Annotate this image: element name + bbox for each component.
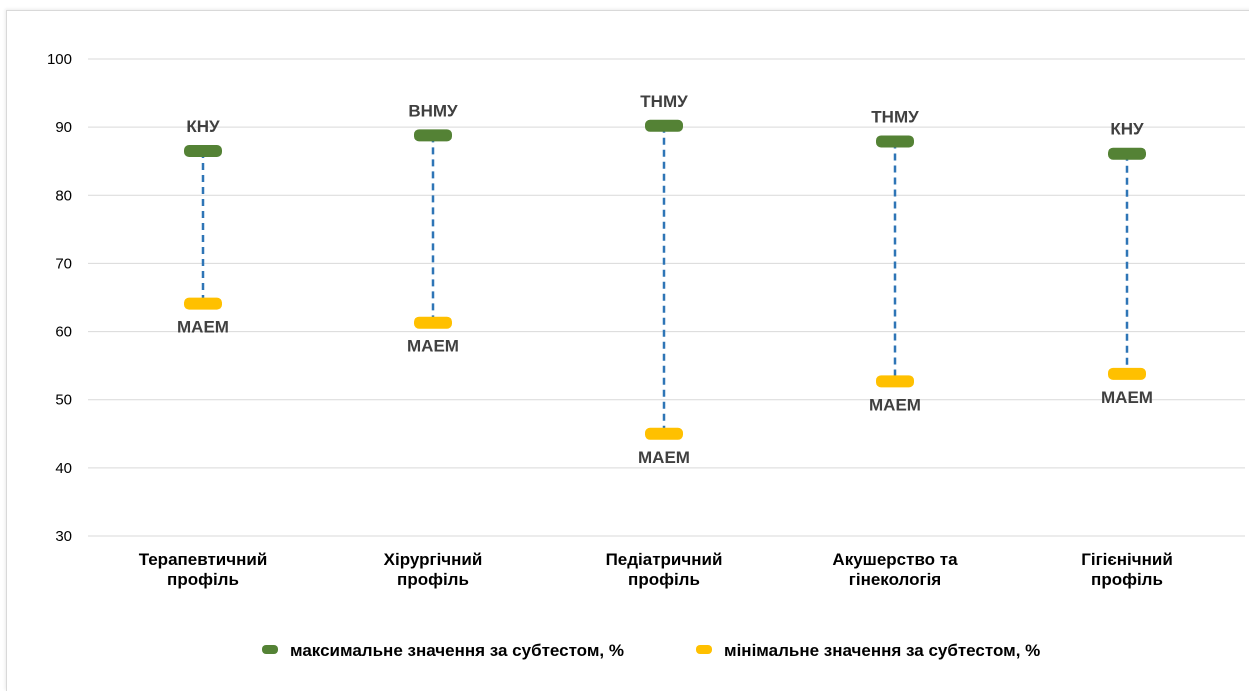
category-label-line: Хірургічний: [384, 550, 483, 569]
min-data-label-5: МАЕМ: [1101, 388, 1153, 407]
category-label-3: Педіатричний профіль: [606, 550, 723, 589]
y-tick-label-60: 60: [55, 324, 72, 341]
max-data-label-5: КНУ: [1110, 120, 1144, 139]
category-label-line: профіль: [1091, 570, 1163, 589]
legend: максимальне значення за субтестом, % міні…: [262, 641, 1040, 660]
max-marker-4: [876, 135, 914, 148]
category-label-line: Педіатричний: [606, 550, 723, 569]
y-tick-label-100: 100: [47, 51, 72, 68]
legend-swatch-1: [262, 645, 278, 654]
category-label-line: Акушерство та: [832, 550, 958, 569]
y-tick-label-30: 30: [55, 528, 72, 545]
category-label-5: Гігієнічний профіль: [1081, 550, 1173, 589]
y-tick-label-70: 70: [55, 255, 72, 272]
category-label-line: профіль: [397, 570, 469, 589]
min-data-label-2: МАЕМ: [407, 337, 459, 356]
category-label-line: Терапевтичний: [139, 550, 268, 569]
category-label-1: Терапевтичний профіль: [139, 550, 268, 589]
y-tick-label-40: 40: [55, 460, 72, 477]
legend-swatch-2: [696, 645, 712, 654]
data-labels: КНУ ВНМУ ТНМУ ТНМУ КНУ МАЕМ МАЕМ МАЕМ МАЕМ МАЕМ: [177, 92, 1153, 467]
data-markers: [184, 119, 1146, 440]
y-tick-label-90: 90: [55, 119, 72, 136]
y-axis-ticks: 30 40 50 60 70 80 90 100: [47, 51, 72, 545]
chart-frame: [6, 10, 1249, 691]
min-marker-4: [876, 375, 914, 388]
min-marker-5: [1108, 367, 1146, 380]
max-data-label-4: ТНМУ: [871, 107, 919, 126]
category-label-4: Акушерство та гінекологія: [832, 550, 958, 589]
max-marker-1: [184, 144, 222, 157]
legend-label-1: максимальне значення за субтестом, %: [290, 641, 624, 660]
category-label-line: профіль: [167, 570, 239, 589]
max-marker-2: [414, 129, 452, 142]
legend-label-2: мінімальне значення за субтестом, %: [724, 641, 1040, 660]
max-marker-3: [645, 119, 683, 132]
min-data-label-1: МАЕМ: [177, 318, 229, 337]
category-label-line: Гігієнічний: [1081, 550, 1173, 569]
max-marker-5: [1108, 147, 1146, 160]
min-data-label-4: МАЕМ: [869, 395, 921, 414]
y-tick-label-50: 50: [55, 392, 72, 409]
max-data-label-3: ТНМУ: [640, 92, 688, 111]
max-data-label-2: ВНМУ: [408, 101, 458, 120]
y-tick-label-80: 80: [55, 187, 72, 204]
max-data-label-1: КНУ: [186, 117, 220, 136]
category-label-2: Хірургічний профіль: [384, 550, 483, 589]
min-marker-3: [645, 427, 683, 440]
range-connectors: [201, 125, 1129, 434]
min-marker-2: [414, 316, 452, 329]
min-marker-1: [184, 297, 222, 310]
category-label-line: гінекологія: [849, 570, 941, 589]
category-label-line: профіль: [628, 570, 700, 589]
min-data-label-3: МАЕМ: [638, 448, 690, 467]
